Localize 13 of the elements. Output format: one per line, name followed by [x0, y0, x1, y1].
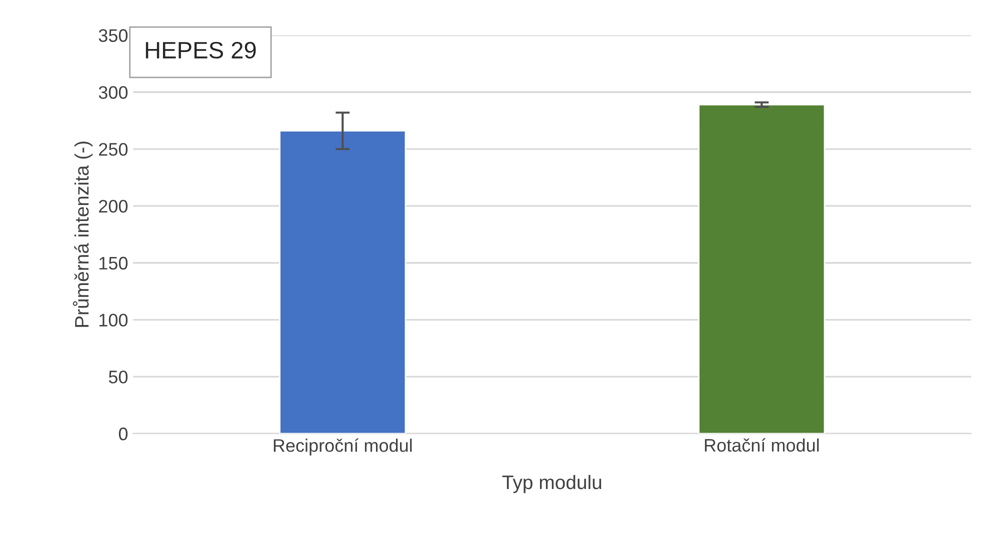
- y-tick-label: 50: [108, 370, 128, 384]
- y-tick-label: 350: [98, 29, 128, 42]
- chart-title: HEPES 29: [146, 42, 256, 59]
- y-tick-label: 100: [100, 314, 128, 326]
- y-tick-label: 0: [118, 428, 128, 440]
- y-axis-title: Průměrná intenzita (-): [72, 142, 93, 327]
- y-tick-label: 300: [98, 86, 128, 99]
- x-axis-title: Typ modulu: [502, 474, 602, 494]
- x-tick-label: Reciproční modul: [274, 438, 412, 456]
- y-tick-label: 200: [99, 200, 128, 213]
- y-tick-label: 150: [100, 256, 128, 270]
- y-tick-label: 250: [99, 142, 128, 156]
- x-tick-label: Rotační modul: [704, 438, 819, 452]
